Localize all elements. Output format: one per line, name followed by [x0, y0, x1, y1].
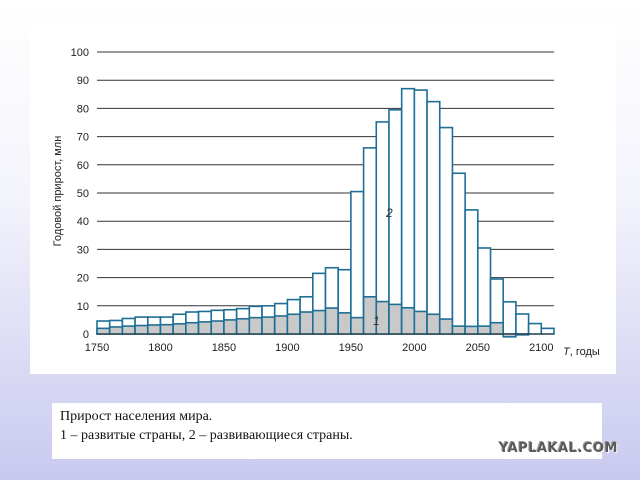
chart-panel: 0 10 20 30 40 50 60 70 80 90 100 1750 1800 1850 1900 1… — [30, 24, 616, 374]
bar-developed-1800 — [159, 323, 174, 335]
x-axis-title-symbol: T — [563, 346, 571, 358]
x-tick-label: 1900 — [275, 342, 299, 354]
bar-total-2090 — [527, 322, 543, 335]
bar-developed-1900 — [286, 313, 301, 335]
bar-developed-1880 — [261, 316, 276, 335]
y-tick-label: 10 — [77, 301, 89, 313]
y-tick-label: 50 — [77, 188, 89, 200]
y-tick-labels: 0 10 20 30 40 50 60 70 80 90 100 — [71, 47, 89, 341]
bar-developed-1760 — [108, 326, 124, 335]
x-tick-label: 1850 — [212, 342, 236, 354]
bar-developed-2060 — [489, 321, 505, 335]
bar-total-1990 — [400, 87, 416, 335]
bar-developed-2050 — [477, 325, 492, 335]
bars — [96, 87, 555, 338]
y-tick-label: 80 — [77, 103, 89, 115]
bar-developed-1830 — [197, 321, 213, 335]
bar-developed-1940 — [337, 312, 352, 335]
y-tick-label: 0 — [83, 329, 89, 341]
bar-developed-2040 — [464, 325, 479, 335]
watermark-logo: YAPLAKAL.COM — [499, 441, 618, 456]
bar-total-2020 — [438, 126, 454, 335]
caption-title: Прирост населения мира. — [60, 409, 213, 424]
bar-total-2010 — [426, 100, 441, 335]
y-axis-title: Годовой прирост, млн — [52, 136, 64, 247]
bar-total-2100 — [540, 327, 555, 335]
bar-developed-1780 — [134, 324, 149, 335]
series-label-1: 1 — [373, 314, 380, 328]
series-label-2: 2 — [385, 206, 393, 220]
bar-developed-1820 — [185, 321, 200, 335]
bar-total-2080 — [515, 313, 530, 335]
bar-developed-2030 — [451, 325, 466, 335]
y-tick-label: 20 — [77, 273, 89, 285]
figure-caption: Прирост населения мира. 1 – развитые стр… — [52, 403, 602, 459]
bar-developed-1930 — [324, 307, 339, 335]
y-tick-label: 70 — [77, 132, 89, 144]
bar-developed-1840 — [210, 320, 225, 335]
bar-developed-1990 — [400, 306, 416, 335]
bar-total-2050 — [477, 247, 492, 335]
y-tick-label: 100 — [71, 47, 89, 59]
y-tick-label: 30 — [77, 244, 89, 256]
bar-total-2070 — [502, 301, 517, 335]
bar-developed-1980 — [388, 303, 403, 335]
bar-total-1950 — [350, 190, 365, 335]
grid-lines — [97, 51, 554, 307]
x-axis-title-unit: , годы — [570, 346, 600, 358]
bar-developed-1850 — [223, 319, 238, 335]
x-tick-label: 1750 — [85, 342, 109, 354]
y-tick-label: 90 — [77, 75, 89, 87]
bar-developed-2010 — [426, 313, 441, 335]
x-tick-label: 2050 — [466, 342, 490, 354]
bar-total-2030 — [451, 172, 466, 335]
bar-developed-1770 — [121, 325, 136, 335]
caption-legend: 1 – развитые страны, 2 – развивающиеся с… — [60, 428, 353, 443]
x-tick-label: 2000 — [402, 342, 426, 354]
bar-developed-1950 — [350, 316, 365, 335]
bar-developed-2000 — [413, 310, 428, 335]
x-tick-label: 1800 — [148, 342, 172, 354]
bar-developed-1810 — [172, 323, 187, 335]
bar-total-2000 — [413, 89, 428, 335]
bar-developed-1920 — [312, 309, 327, 335]
x-tick-label: 1950 — [339, 342, 363, 354]
bar-developed-1870 — [248, 316, 263, 335]
bar-developed-1890 — [273, 315, 289, 335]
x-axis-title: T, годы — [563, 346, 600, 358]
bar-total-1980 — [388, 109, 403, 335]
bar-total-2040 — [464, 209, 479, 335]
y-tick-label: 40 — [77, 216, 89, 228]
y-tick-label: 60 — [77, 160, 89, 172]
bar-developed-1860 — [235, 317, 251, 335]
bar-developed-2020 — [438, 318, 454, 335]
bar-developed-1790 — [146, 324, 162, 335]
bar-developed-1910 — [299, 311, 314, 335]
x-tick-labels: 1750 1800 1850 1900 1950 2000 2050 2100 — [85, 342, 554, 354]
bar-developed-1750 — [96, 327, 111, 335]
x-tick-label: 2100 — [529, 342, 553, 354]
